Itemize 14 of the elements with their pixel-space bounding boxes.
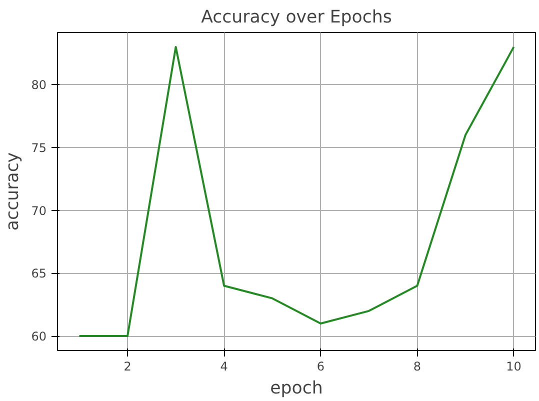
y-tick-label: 65 bbox=[31, 266, 47, 281]
line-series bbox=[78, 46, 515, 338]
x-axis-title: epoch bbox=[270, 378, 323, 398]
y-tick-label: 80 bbox=[31, 78, 47, 92]
chart-title: Accuracy over Epochs bbox=[201, 8, 392, 28]
y-axis-title: accuracy bbox=[3, 152, 24, 231]
x-tick-label: 6 bbox=[316, 360, 324, 374]
x-tick-label: 8 bbox=[413, 360, 422, 374]
x-tick-label: 2 bbox=[124, 360, 132, 374]
x-tick-label: 10 bbox=[506, 360, 522, 374]
y-tick-label: 60 bbox=[31, 330, 47, 344]
y-tick-label: 75 bbox=[31, 141, 47, 156]
y-tick-label: 70 bbox=[31, 204, 47, 218]
x-tick-label: 4 bbox=[220, 360, 228, 374]
